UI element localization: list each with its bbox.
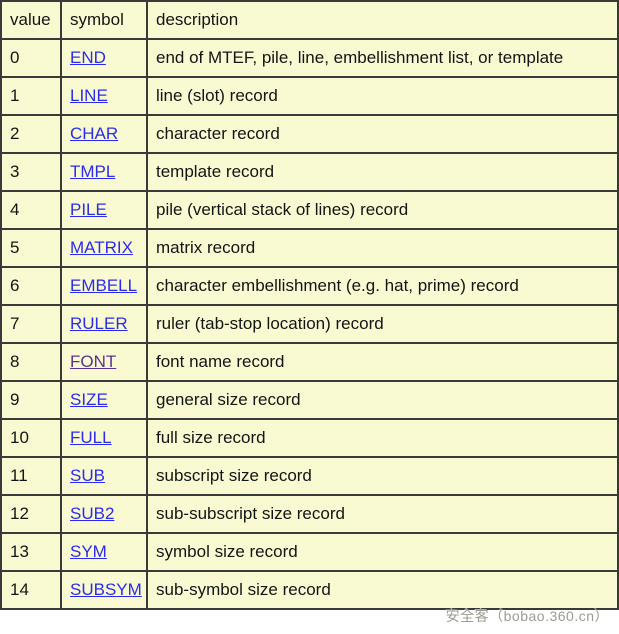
symbol-link[interactable]: SUBSYM	[70, 580, 142, 599]
description-cell: ruler (tab-stop location) record	[146, 304, 619, 344]
symbol-cell: TMPL	[60, 152, 148, 192]
value-cell: 3	[0, 152, 62, 192]
symbol-link[interactable]: MATRIX	[70, 238, 133, 257]
value-cell: 7	[0, 304, 62, 344]
symbol-cell: SUB	[60, 456, 148, 496]
value-cell: 13	[0, 532, 62, 572]
description-text: character embellishment (e.g. hat, prime…	[156, 276, 519, 295]
value-cell: 9	[0, 380, 62, 420]
symbol-cell: SUBSYM	[60, 570, 148, 610]
description-cell: character embellishment (e.g. hat, prime…	[146, 266, 619, 306]
description-text: full size record	[156, 428, 266, 447]
symbol-cell: EMBELL	[60, 266, 148, 306]
description-cell: subscript size record	[146, 456, 619, 496]
description-cell: sub-subscript size record	[146, 494, 619, 534]
value-cell: 5	[0, 228, 62, 268]
description-text: sub-symbol size record	[156, 580, 331, 599]
description-text: matrix record	[156, 238, 256, 257]
description-cell: full size record	[146, 418, 619, 458]
table-row: 5 MATRIX matrix record	[0, 228, 619, 268]
description-cell: symbol size record	[146, 532, 619, 572]
description-text: ruler (tab-stop location) record	[156, 314, 384, 333]
description-text: general size record	[156, 390, 301, 409]
header-row: value symbol description	[0, 0, 619, 40]
symbol-link[interactable]: RULER	[70, 314, 128, 333]
symbol-cell: END	[60, 38, 148, 78]
value-cell: 2	[0, 114, 62, 154]
symbol-link[interactable]: SUB2	[70, 504, 115, 523]
value-cell: 1	[0, 76, 62, 116]
table-row: 3 TMPL template record	[0, 152, 619, 192]
column-header-value: value	[0, 0, 62, 40]
symbol-link[interactable]: PILE	[70, 200, 107, 219]
symbol-link[interactable]: END	[70, 48, 106, 67]
symbol-link[interactable]: LINE	[70, 86, 108, 105]
value-cell: 4	[0, 190, 62, 230]
table-row: 10 FULL full size record	[0, 418, 619, 458]
column-header-symbol: symbol	[60, 0, 148, 40]
symbol-link[interactable]: SYM	[70, 542, 107, 561]
table-body: 0 END end of MTEF, pile, line, embellish…	[0, 38, 619, 610]
table-row: 0 END end of MTEF, pile, line, embellish…	[0, 38, 619, 78]
value-cell: 11	[0, 456, 62, 496]
description-text: pile (vertical stack of lines) record	[156, 200, 409, 219]
table-row: 7 RULER ruler (tab-stop location) record	[0, 304, 619, 344]
symbol-cell: SYM	[60, 532, 148, 572]
description-cell: pile (vertical stack of lines) record	[146, 190, 619, 230]
table-row: 6 EMBELL character embellishment (e.g. h…	[0, 266, 619, 306]
table-row: 4 PILE pile (vertical stack of lines) re…	[0, 190, 619, 230]
value-cell: 6	[0, 266, 62, 306]
symbol-link[interactable]: FULL	[70, 428, 112, 447]
symbol-link[interactable]: FONT	[70, 352, 117, 371]
description-text: end of MTEF, pile, line, embellishment l…	[156, 48, 564, 67]
description-text: symbol size record	[156, 542, 298, 561]
symbol-cell: RULER	[60, 304, 148, 344]
description-text: font name record	[156, 352, 285, 371]
column-header-description: description	[146, 0, 619, 40]
table-row: 12 SUB2 sub-subscript size record	[0, 494, 619, 534]
description-text: line (slot) record	[156, 86, 278, 105]
symbol-cell: SIZE	[60, 380, 148, 420]
symbol-cell: MATRIX	[60, 228, 148, 268]
table-row: 13 SYM symbol size record	[0, 532, 619, 572]
value-cell: 10	[0, 418, 62, 458]
table-row: 14 SUBSYM sub-symbol size record	[0, 570, 619, 610]
description-text: template record	[156, 162, 275, 181]
description-cell: end of MTEF, pile, line, embellishment l…	[146, 38, 619, 78]
description-text: subscript size record	[156, 466, 312, 485]
table-row: 11 SUB subscript size record	[0, 456, 619, 496]
symbol-link[interactable]: SUB	[70, 466, 105, 485]
table-row: 2 CHAR character record	[0, 114, 619, 154]
description-cell: font name record	[146, 342, 619, 382]
table-row: 8 FONT font name record	[0, 342, 619, 382]
description-text: sub-subscript size record	[156, 504, 345, 523]
description-text: character record	[156, 124, 280, 143]
value-cell: 14	[0, 570, 62, 610]
description-cell: sub-symbol size record	[146, 570, 619, 610]
value-cell: 8	[0, 342, 62, 382]
table-row: 9 SIZE general size record	[0, 380, 619, 420]
description-cell: general size record	[146, 380, 619, 420]
symbol-cell: FULL	[60, 418, 148, 458]
table-row: 1 LINE line (slot) record	[0, 76, 619, 116]
description-cell: line (slot) record	[146, 76, 619, 116]
symbol-cell: LINE	[60, 76, 148, 116]
description-cell: matrix record	[146, 228, 619, 268]
description-cell: character record	[146, 114, 619, 154]
symbol-cell: SUB2	[60, 494, 148, 534]
symbol-cell: CHAR	[60, 114, 148, 154]
symbol-cell: FONT	[60, 342, 148, 382]
symbol-link[interactable]: CHAR	[70, 124, 119, 143]
value-cell: 0	[0, 38, 62, 78]
symbol-link[interactable]: EMBELL	[70, 276, 138, 295]
value-cell: 12	[0, 494, 62, 534]
symbol-link[interactable]: TMPL	[70, 162, 116, 181]
symbol-cell: PILE	[60, 190, 148, 230]
symbol-link[interactable]: SIZE	[70, 390, 108, 409]
description-cell: template record	[146, 152, 619, 192]
records-table: value symbol description 0 END end of MT…	[0, 0, 619, 610]
